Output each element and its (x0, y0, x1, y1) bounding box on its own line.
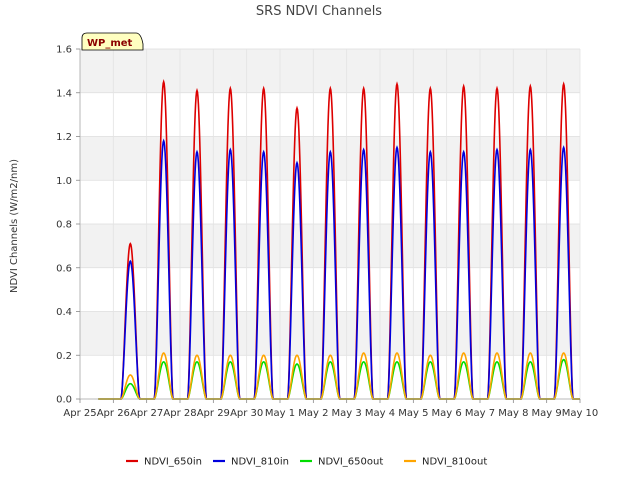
x-tick-label: Apr 29 (197, 408, 230, 419)
y-axis-ticks: 0.0 0.2 0.4 0.6 0.8 1.0 1.2 1.4 1.6 (56, 45, 80, 406)
y-tick-label: 1.2 (56, 132, 72, 143)
x-tick-label: Apr 25 (63, 408, 96, 419)
legend-label: NDVI_650in (144, 457, 202, 468)
x-tick-label: May 4 (365, 408, 395, 419)
x-tick-label: May 7 (465, 408, 495, 419)
x-tick-label: May 6 (432, 408, 462, 419)
x-tick-label: Apr 27 (130, 408, 163, 419)
y-tick-label: 0.6 (56, 263, 72, 274)
site-badge: WP_met (81, 32, 144, 51)
x-tick-label: May 2 (298, 408, 328, 419)
plot-band (80, 311, 580, 356)
legend-label: NDVI_650out (318, 457, 383, 468)
x-tick-label: May 3 (332, 408, 362, 419)
legend: NDVI_650in NDVI_810in NDVI_650out NDVI_810o… (126, 457, 487, 468)
legend-item: NDVI_650out (300, 457, 383, 468)
legend-item: NDVI_810in (213, 457, 289, 468)
legend-item: NDVI_650in (126, 457, 202, 468)
y-tick-label: 1.4 (56, 88, 72, 99)
x-tick-label: Apr 28 (163, 408, 196, 419)
y-axis-label: NDVI Channels (W/m2/nm) (9, 159, 20, 293)
y-tick-label: 0.2 (56, 351, 72, 362)
badge-box (81, 32, 144, 51)
x-tick-label: May 5 (398, 408, 428, 419)
plot-band (80, 49, 580, 93)
badge-label: WP_met (87, 38, 133, 49)
x-axis-ticks: Apr 25 Apr 26 Apr 27 Apr 28 Apr 29 Apr 30 May … (63, 399, 598, 419)
legend-label: NDVI_810in (231, 457, 289, 468)
x-tick-label: May 10 (562, 408, 599, 419)
legend-item: NDVI_810out (404, 457, 487, 468)
y-tick-label: 1.6 (56, 45, 72, 56)
x-tick-label: Apr 26 (97, 408, 130, 419)
y-tick-label: 0.0 (56, 395, 72, 406)
y-tick-label: 0.8 (56, 220, 72, 231)
x-tick-label: May 8 (498, 408, 528, 419)
plot-band (80, 224, 580, 268)
x-tick-label: May 9 (532, 408, 562, 419)
y-tick-label: 0.4 (56, 307, 72, 318)
y-tick-label: 1.0 (56, 176, 72, 187)
chart-title: SRS NDVI Channels (256, 4, 382, 19)
x-tick-label: May 1 (265, 408, 295, 419)
x-tick-label: Apr 30 (230, 408, 263, 419)
legend-label: NDVI_810out (422, 457, 487, 468)
